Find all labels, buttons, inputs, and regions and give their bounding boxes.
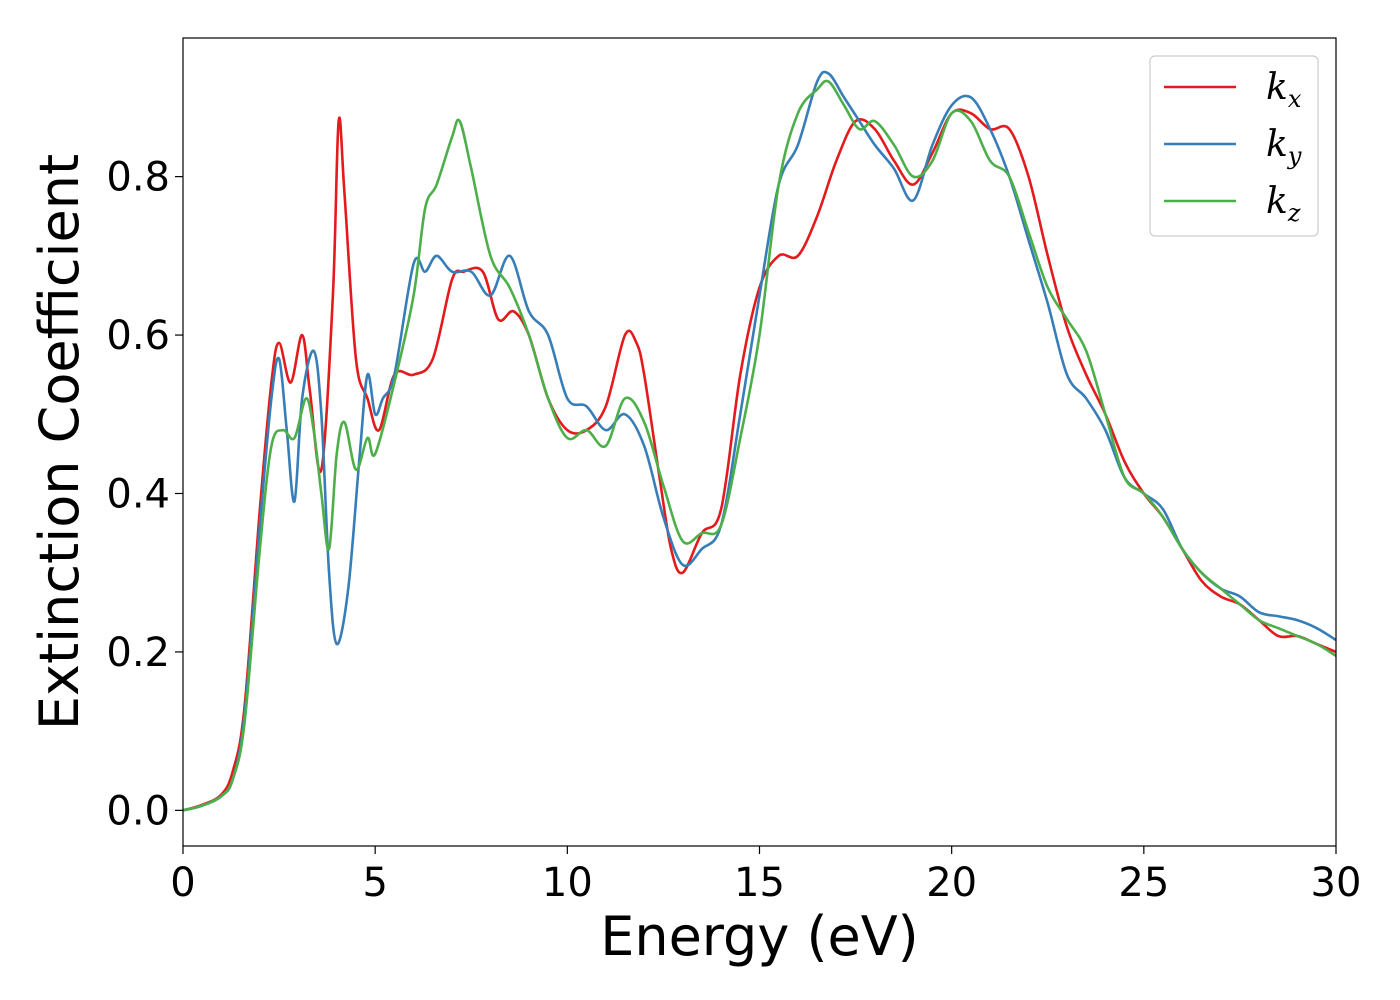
x-tick-label: 30 bbox=[1311, 860, 1362, 906]
y-tick-label: 0.2 bbox=[106, 630, 170, 676]
y-tick-label: 0.4 bbox=[106, 471, 170, 517]
plot-area bbox=[182, 37, 1337, 847]
series-line-ky bbox=[183, 70, 1336, 812]
legend: kx ky kz bbox=[1149, 55, 1319, 237]
legend-box bbox=[1149, 55, 1319, 237]
series-line-kz bbox=[183, 79, 1336, 812]
y-axis-ticks: 0.0 0.2 0.4 0.6 0.8 bbox=[106, 155, 183, 834]
y-tick-label: 0.0 bbox=[106, 788, 170, 834]
x-tick-label: 0 bbox=[170, 860, 195, 906]
y-tick-label: 0.6 bbox=[106, 313, 170, 359]
x-tick-label: 25 bbox=[1118, 860, 1169, 906]
y-axis-title: Extinction Coefficient bbox=[28, 154, 91, 730]
legend-label-ky: ky bbox=[1266, 124, 1302, 170]
x-tick-label: 15 bbox=[734, 860, 785, 906]
x-tick-label: 5 bbox=[362, 860, 387, 906]
x-tick-label: 10 bbox=[542, 860, 593, 906]
x-axis-title: Energy (eV) bbox=[600, 905, 919, 968]
x-tick-label: 20 bbox=[926, 860, 977, 906]
legend-label-kx: kx bbox=[1266, 67, 1302, 113]
y-tick-label: 0.8 bbox=[106, 155, 170, 201]
series-group bbox=[183, 70, 1336, 812]
legend-label-kz: kz bbox=[1266, 181, 1301, 227]
x-axis-ticks: 0 5 10 15 20 25 30 bbox=[170, 846, 1361, 906]
series-line-kx bbox=[183, 108, 1336, 812]
